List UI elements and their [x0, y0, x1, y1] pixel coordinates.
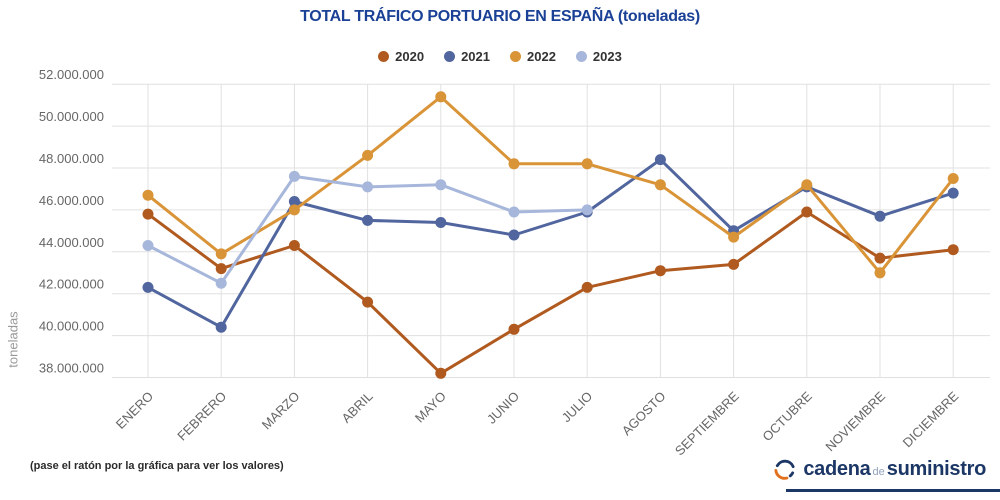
legend-item-2020[interactable]: 2020	[378, 49, 424, 64]
y-tick-label: 46.000.000	[39, 193, 104, 208]
point-2021-marzo[interactable]	[288, 196, 300, 207]
point-2021-noviembre[interactable]	[874, 210, 886, 222]
point-2020-abril[interactable]	[362, 296, 374, 308]
y-tick-label: 38.000.000	[39, 361, 104, 376]
y-tick-label: 40.000.000	[39, 319, 104, 334]
legend-item-2022[interactable]: 2022	[510, 49, 556, 64]
y-tick-label: 44.000.000	[39, 235, 104, 250]
legend-dot-2020	[378, 51, 390, 62]
point-2023-marzo[interactable]	[288, 170, 300, 182]
chart-legend: 2020 2021 2022 2023	[0, 49, 1000, 64]
y-tick-label: 42.000.000	[39, 277, 104, 292]
point-2020-junio[interactable]	[508, 323, 520, 335]
y-tick-label: 48.000.000	[39, 151, 104, 166]
point-2022-marzo[interactable]	[288, 204, 300, 216]
point-2023-julio[interactable]	[581, 204, 593, 216]
chart-title: TOTAL TRÁFICO PORTUARIO EN ESPAÑA (tonel…	[300, 8, 700, 25]
hover-hint-note: (pase el ratón por la gráfica para ver l…	[30, 460, 284, 472]
x-tick-label: AGOSTO	[619, 389, 669, 439]
y-axis-title: toneladas	[5, 311, 21, 368]
logo-underline-bar	[786, 489, 1000, 492]
point-2020-agosto[interactable]	[654, 265, 666, 277]
point-2022-junio[interactable]	[508, 158, 520, 170]
point-2022-septiembre[interactable]	[728, 231, 740, 243]
point-2020-diciembre[interactable]	[947, 244, 959, 256]
legend-dot-2021	[444, 51, 456, 62]
x-tick-label: JULIO	[559, 389, 596, 426]
y-tick-label: 52.000.000	[39, 67, 104, 82]
point-2021-abril[interactable]	[362, 214, 374, 226]
x-tick-label: MARZO	[259, 389, 303, 433]
point-2022-julio[interactable]	[581, 158, 593, 170]
point-2020-octubre[interactable]	[801, 206, 813, 218]
point-2022-enero[interactable]	[142, 189, 154, 201]
legend-item-2021[interactable]: 2021	[444, 49, 490, 64]
point-2020-febrero[interactable]	[215, 263, 227, 275]
point-2021-febrero[interactable]	[215, 321, 227, 333]
point-2020-mayo[interactable]	[435, 367, 447, 379]
point-2021-mayo[interactable]	[435, 217, 447, 228]
point-2021-agosto[interactable]	[654, 154, 666, 166]
legend-label-2021: 2021	[461, 49, 490, 64]
legend-label-2023: 2023	[592, 49, 622, 64]
x-tick-label: ENERO	[113, 389, 156, 432]
point-2020-marzo[interactable]	[288, 240, 300, 251]
logo-circle-icon	[774, 459, 795, 480]
point-2021-enero[interactable]	[142, 281, 154, 293]
point-2022-abril[interactable]	[362, 149, 374, 161]
series-line-2020	[146, 210, 955, 375]
series-line-2021	[146, 158, 955, 329]
cadena-de-suministro-logo[interactable]: cadena de suministro	[773, 458, 986, 481]
point-2023-abril[interactable]	[362, 181, 374, 193]
x-tick-label: NOVIEMBRE	[822, 388, 888, 454]
point-2022-febrero[interactable]	[215, 248, 227, 260]
legend-dot-2022	[510, 51, 521, 62]
series-line-2022	[146, 95, 955, 275]
point-2020-julio[interactable]	[581, 281, 593, 293]
x-tick-label: OCTUBRE	[759, 388, 815, 444]
x-tick-label: FEBRERO	[174, 389, 229, 444]
logo-word-de: de	[872, 466, 885, 478]
point-2022-octubre[interactable]	[801, 179, 813, 191]
x-tick-label: ABRIL	[339, 389, 376, 426]
point-2021-junio[interactable]	[508, 229, 520, 241]
legend-label-2020: 2020	[395, 49, 425, 64]
x-tick-label: JUNIO	[484, 389, 522, 427]
legend-item-2023[interactable]: 2023	[575, 49, 622, 64]
logo-word-suministro: suministro	[886, 458, 987, 480]
point-2023-junio[interactable]	[508, 206, 520, 218]
point-2020-enero[interactable]	[142, 208, 154, 220]
legend-label-2022: 2022	[527, 49, 556, 64]
x-tick-label: SEPTIEMBRE	[672, 388, 742, 458]
point-2022-mayo[interactable]	[435, 91, 447, 103]
x-tick-label: DICIEMBRE	[900, 388, 962, 450]
point-2023-enero[interactable]	[142, 240, 154, 251]
point-2022-diciembre[interactable]	[947, 173, 959, 184]
legend-dot-2023	[575, 51, 587, 62]
point-2023-mayo[interactable]	[435, 179, 447, 191]
point-2022-noviembre[interactable]	[874, 267, 886, 279]
x-tick-label: MAYO	[412, 389, 449, 426]
point-2021-diciembre[interactable]	[947, 187, 959, 199]
point-2023-febrero[interactable]	[215, 277, 227, 289]
point-2020-noviembre[interactable]	[874, 252, 886, 264]
logo-word-cadena: cadena	[803, 458, 871, 480]
y-tick-label: 50.000.000	[39, 109, 104, 124]
point-2020-septiembre[interactable]	[728, 258, 740, 270]
point-2022-agosto[interactable]	[654, 179, 666, 191]
